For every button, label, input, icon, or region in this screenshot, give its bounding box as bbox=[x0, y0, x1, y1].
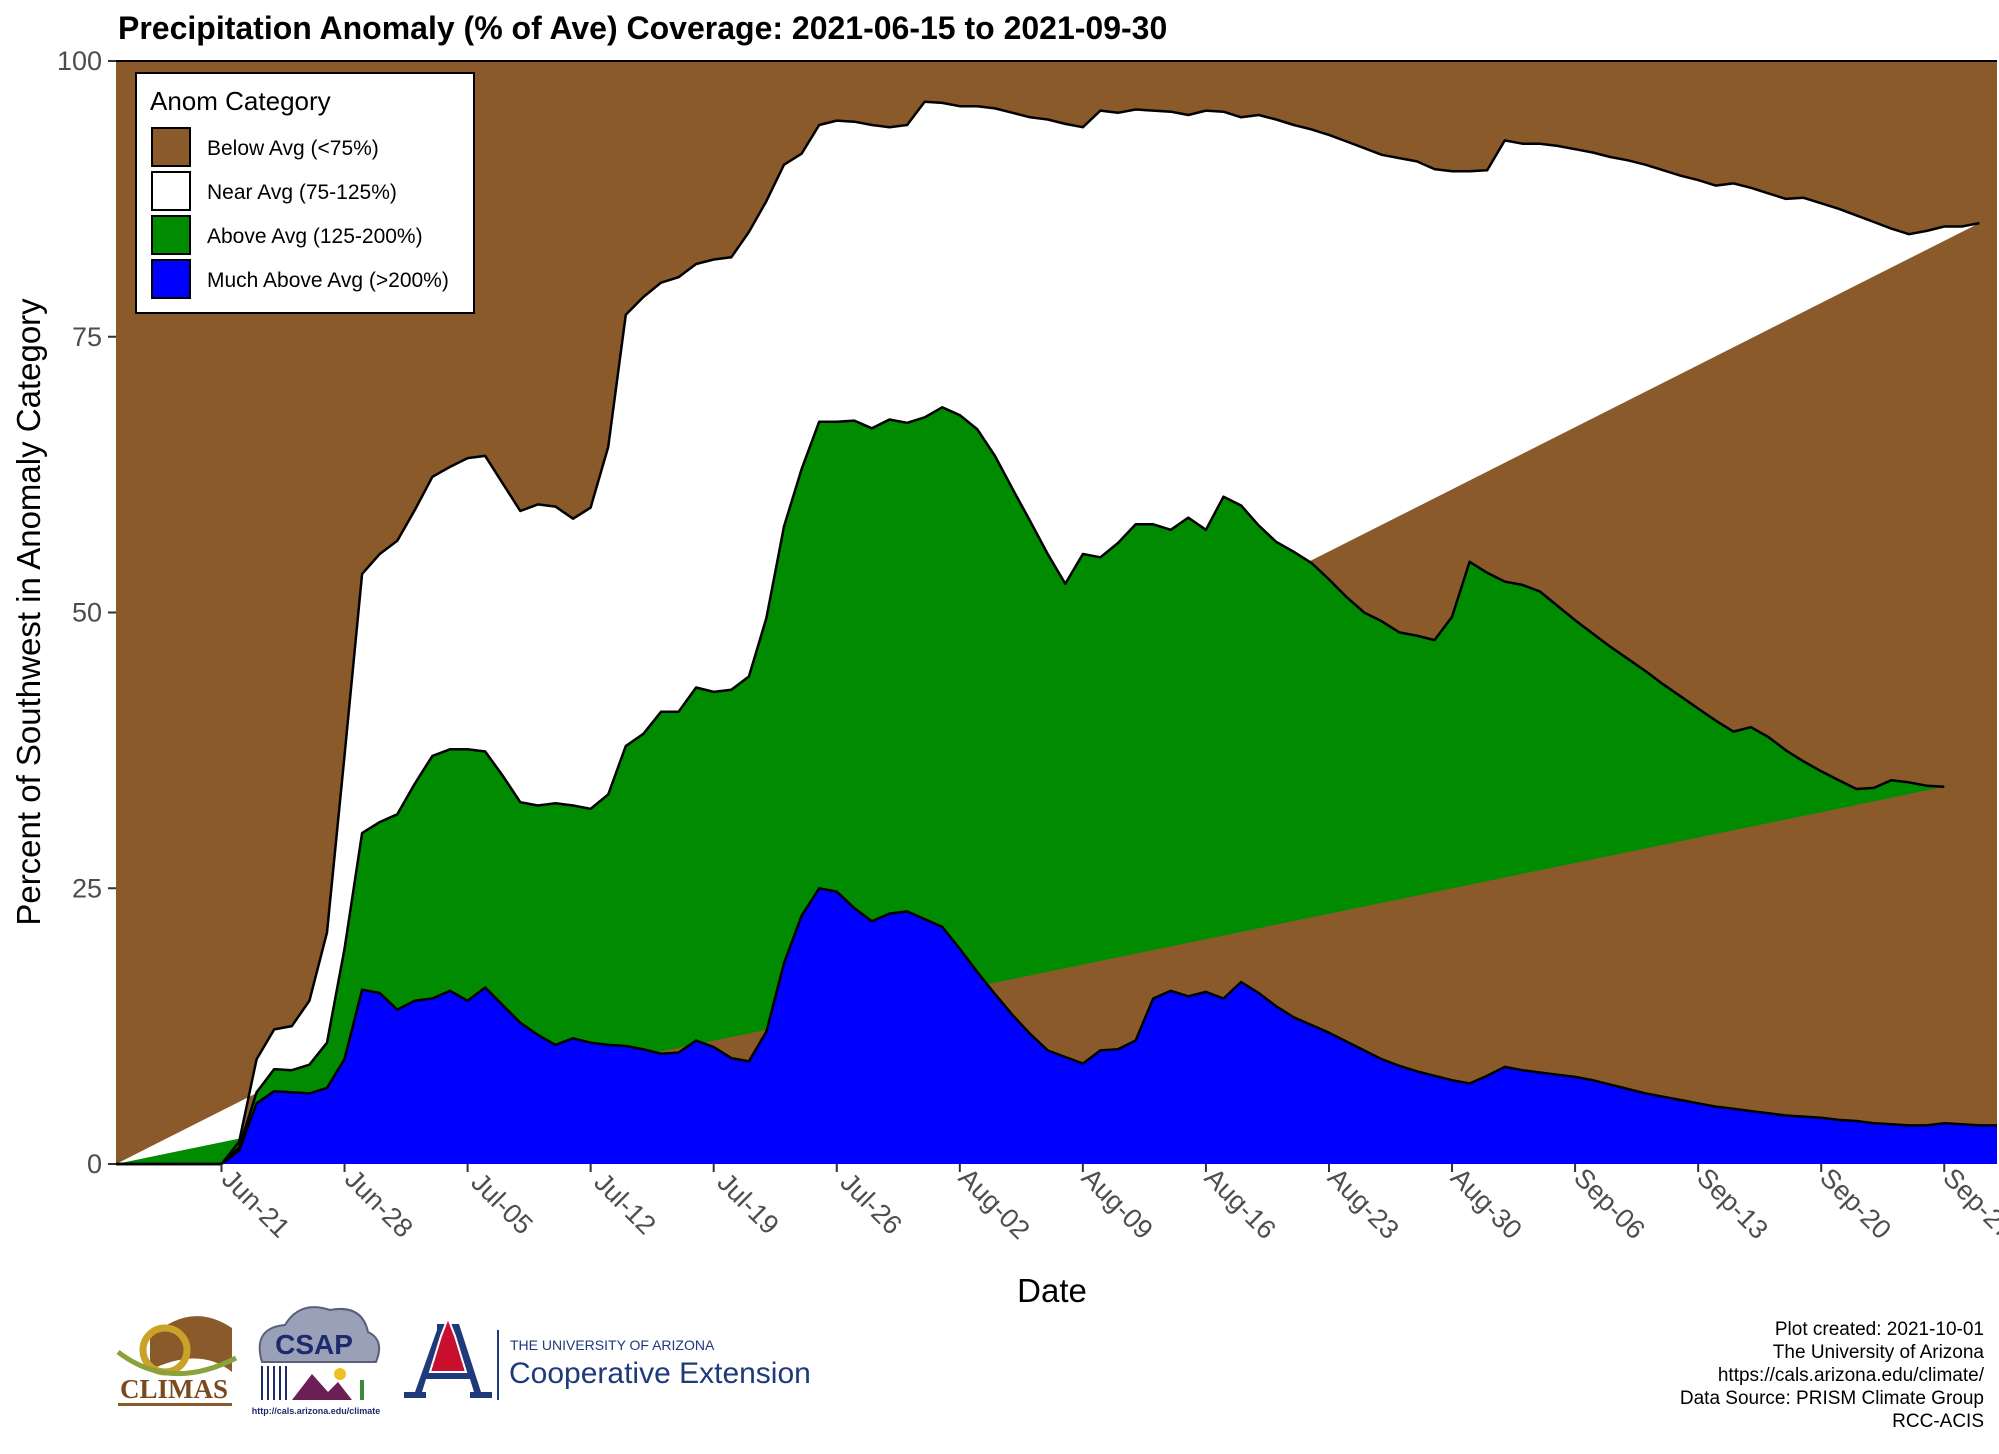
plot-created: Plot created: 2021-10-01 bbox=[1774, 1319, 1984, 1340]
y-tick-label: 50 bbox=[72, 598, 102, 628]
climas-logo: CLIMAS bbox=[116, 1316, 238, 1406]
legend-label: Near Avg (75-125%) bbox=[207, 181, 397, 204]
x-tick-label: Sep-20 bbox=[1814, 1162, 1897, 1245]
legend: Anom Category Below Avg (<75%) Near Avg (… bbox=[135, 72, 475, 314]
area-near-avg-boundary bbox=[116, 100, 1980, 1166]
legend-label: Below Avg (<75%) bbox=[207, 137, 379, 160]
x-tick-label: Aug-09 bbox=[1076, 1162, 1159, 1245]
legend-swatch bbox=[151, 171, 191, 211]
x-tick-label: Jul-26 bbox=[835, 1167, 908, 1240]
x-tick-label: Aug-02 bbox=[953, 1162, 1036, 1245]
credits-block: Plot created: 2021-10-01 The University … bbox=[1680, 1318, 1984, 1433]
csap-logo: CSAP http://cals.arizona.edu/climate bbox=[252, 1306, 381, 1416]
x-tick-label: Jun-21 bbox=[216, 1164, 296, 1244]
data-source-rcc: RCC-ACIS bbox=[1892, 1411, 1984, 1432]
legend-swatch bbox=[151, 259, 191, 299]
data-source: Data Source: PRISM Climate Group bbox=[1679, 1388, 1984, 1409]
legend-label: Much Above Avg (>200%) bbox=[207, 269, 449, 292]
chart-title: Precipitation Anomaly (% of Ave) Coverag… bbox=[118, 10, 1167, 46]
x-tick-label: Jun-28 bbox=[339, 1164, 419, 1244]
credit-institution: The University of Arizona bbox=[1772, 1342, 1984, 1363]
cooperative-extension-text: Cooperative Extension bbox=[509, 1357, 811, 1390]
legend-label: Above Avg (125-200%) bbox=[207, 225, 423, 248]
y-tick-label: 25 bbox=[72, 873, 102, 903]
x-tick-label: Jul-05 bbox=[465, 1167, 538, 1240]
climas-logo-text: CLIMAS bbox=[120, 1374, 228, 1404]
university-of-arizona-logo: THE UNIVERSITY OF ARIZONA Cooperative Ex… bbox=[404, 1315, 811, 1400]
legend-swatch bbox=[151, 127, 191, 167]
x-tick-label: Aug-16 bbox=[1199, 1162, 1282, 1245]
x-tick-label: Aug-23 bbox=[1322, 1162, 1405, 1245]
x-tick-label: Sep-13 bbox=[1691, 1162, 1774, 1245]
x-axis: Jun-21 Jun-28 Jul-05 Jul-12 Jul-19 Jul-26 Aug-… bbox=[216, 1162, 1999, 1245]
y-axis: 0 25 50 75 100 bbox=[57, 46, 116, 1179]
y-axis-title: Percent of Southwest in Anomaly Category bbox=[10, 298, 47, 926]
y-tick-label: 0 bbox=[87, 1149, 102, 1179]
area-above-avg-boundary bbox=[116, 406, 1945, 1166]
x-tick-label: Sep-06 bbox=[1568, 1162, 1651, 1245]
area-much-above-avg-boundary bbox=[116, 887, 1997, 1166]
legend-title: Anom Category bbox=[150, 86, 331, 116]
x-tick-label: Jul-19 bbox=[711, 1167, 784, 1240]
csap-url: http://cals.arizona.edu/climate bbox=[252, 1406, 381, 1416]
legend-box bbox=[135, 72, 475, 314]
x-tick-label: Aug-30 bbox=[1445, 1162, 1528, 1245]
x-tick-label: Jul-12 bbox=[588, 1167, 661, 1240]
area-much-above-avg bbox=[116, 888, 1997, 1164]
x-axis-title: Date bbox=[1017, 1272, 1087, 1309]
area-above-avg bbox=[116, 407, 1945, 1164]
y-tick-label: 100 bbox=[57, 46, 102, 76]
area-layers bbox=[116, 60, 1997, 1166]
credit-url: https://cals.arizona.edu/climate/ bbox=[1717, 1365, 1984, 1386]
legend-swatch bbox=[151, 215, 191, 255]
ua-name: THE UNIVERSITY OF ARIZONA bbox=[510, 1337, 715, 1353]
x-tick-label: Sep-27 bbox=[1937, 1162, 1999, 1245]
csap-logo-text: CSAP bbox=[275, 1329, 353, 1360]
y-tick-label: 75 bbox=[72, 322, 102, 352]
